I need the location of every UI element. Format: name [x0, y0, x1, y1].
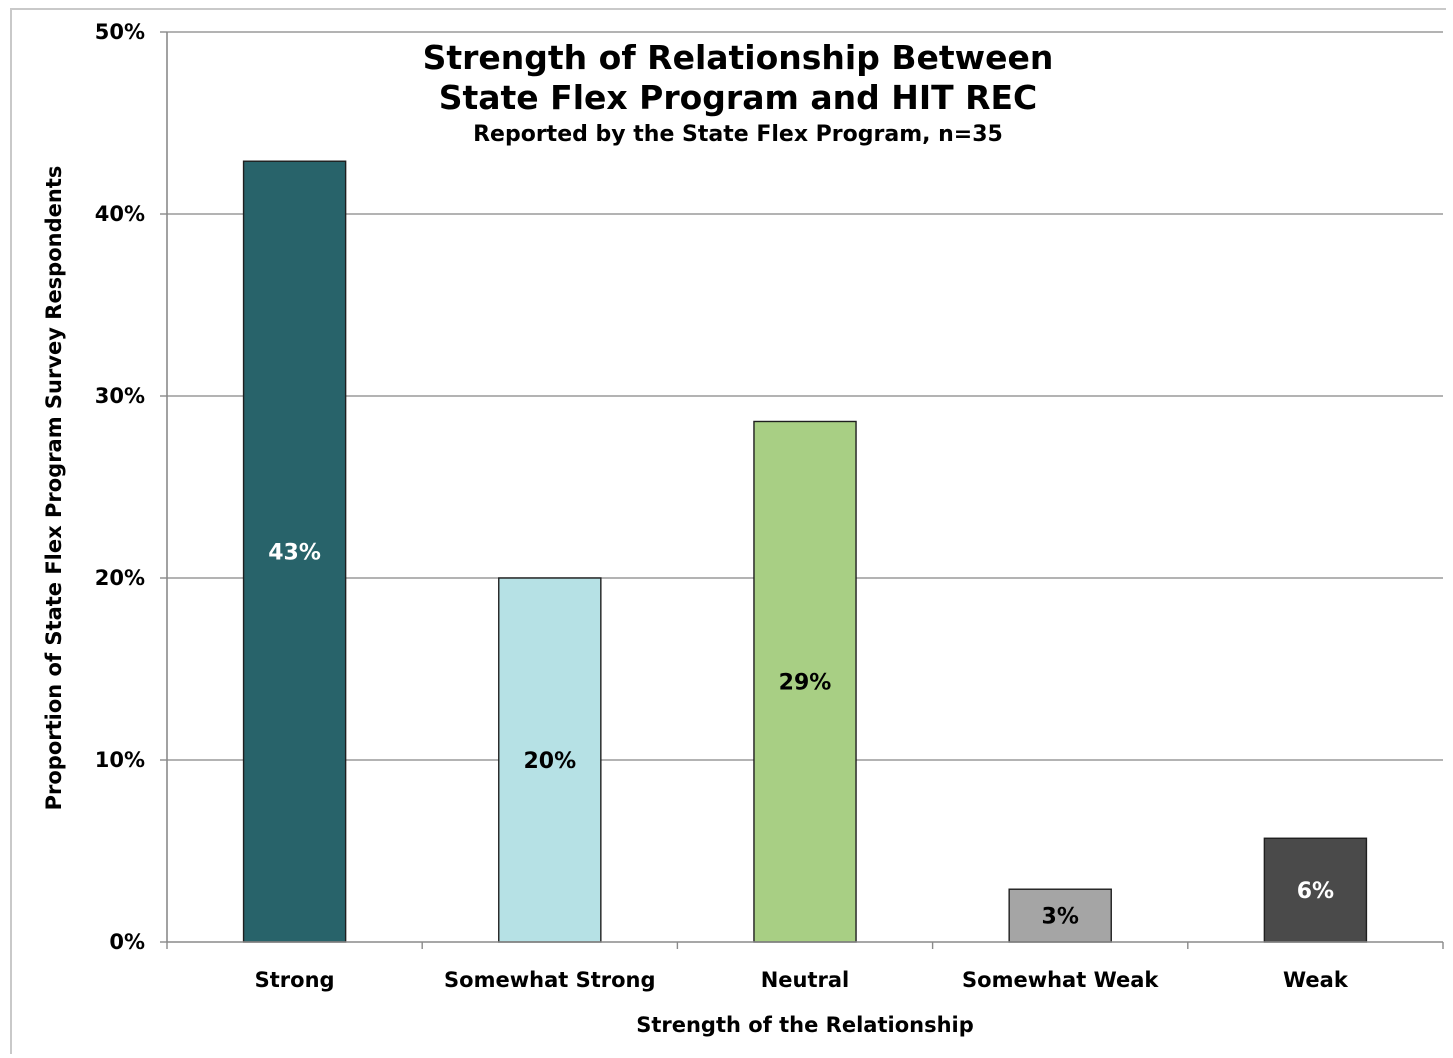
y-tick-label: 40% [95, 202, 145, 226]
bar-neutral [753, 420, 857, 943]
y-tick-label: 50% [95, 20, 145, 44]
data-label: 6% [1297, 879, 1334, 904]
data-label: 43% [268, 541, 321, 566]
data-label: 20% [523, 749, 576, 774]
bar-somewhat-strong [498, 577, 602, 943]
x-tick-label: Weak [1283, 968, 1349, 992]
chart-title: Strength of Relationship Between [423, 38, 1054, 77]
x-axis-title: Strength of the Relationship [636, 1013, 974, 1037]
x-tick-label: Somewhat Strong [444, 968, 655, 992]
y-tick-label: 30% [95, 384, 145, 408]
chart-title-line2: State Flex Program and HIT REC [439, 78, 1038, 117]
y-tick-label: 0% [109, 930, 145, 954]
bar-weak [1263, 837, 1368, 943]
chart-subtitle: Reported by the State Flex Program, n=35 [473, 122, 1003, 147]
axes [160, 31, 1444, 949]
data-label: 3% [1042, 905, 1079, 930]
bar-strong [242, 160, 347, 943]
chart-frame [10, 8, 1446, 1054]
x-tick-label: Neutral [761, 968, 850, 992]
labels: 0% 10% 20% 30% 40% 50% 43% Strong 20% Somewhat St… [95, 20, 1349, 992]
y-tick-label: 10% [95, 748, 145, 772]
data-label: 29% [779, 671, 832, 696]
x-tick-label: Strong [255, 968, 335, 992]
bars [242, 160, 1368, 943]
y-axis-title: Proportion of State Flex Program Survey … [42, 166, 66, 811]
x-tick-label: Somewhat Weak [962, 968, 1159, 992]
y-tick-label: 20% [95, 566, 145, 590]
